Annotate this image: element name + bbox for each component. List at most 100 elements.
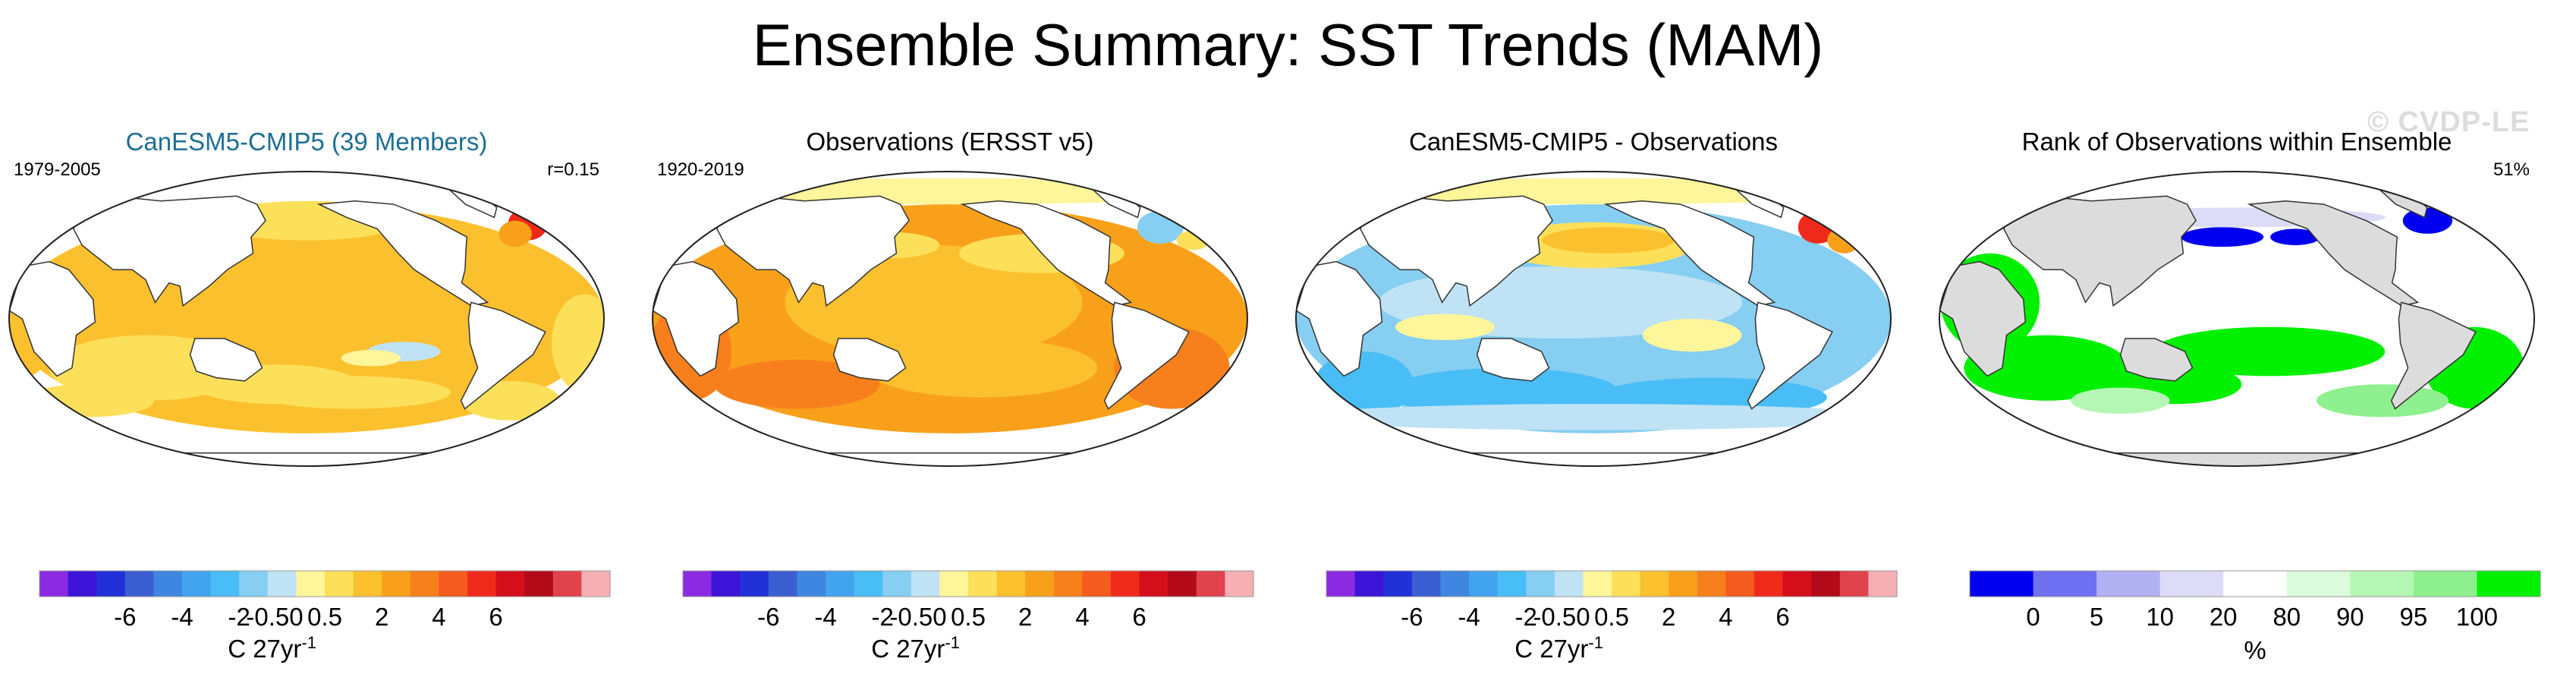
land-antarctica [1404,452,1782,466]
colorbar-swatch [2223,571,2288,597]
colorbar-swatch [68,571,97,597]
colorbar-swatch [325,571,354,597]
colorbar-tick-label: -0.5 [889,603,933,631]
field-patch [1964,335,2130,401]
colorbar-swatch [296,571,326,597]
panel-title: Rank of Observations within Ensemble [2022,128,2452,156]
panel-title: Observations (ERSST v5) [806,128,1093,156]
colorbar-swatch [410,571,439,597]
colorbar-tick-label: 100 [2456,603,2498,631]
colorbar-swatch [1053,571,1083,597]
land-samerica [460,301,546,410]
land-samerica [2390,301,2477,410]
colorbar-swatch [1640,571,1669,597]
colorbar-swatch [124,571,154,597]
colorbar-swatch [1440,571,1470,597]
colorbar-frame [1969,570,2541,597]
colorbar-tick-label: 0 [289,603,303,631]
colorbar-swatch [552,571,582,597]
map-outline [8,171,605,467]
colorbar-swatch [939,571,969,597]
land-namerica [1603,200,1776,307]
field-patch [1296,178,1891,205]
land-australia [189,338,263,382]
colorbar-tick-label: 95 [2400,603,2428,631]
colorbar-tick-label: 4 [432,603,445,631]
panel-3: CanESM5-CMIP5 - Observations -6 -4 -2-0.5 0 0… [1295,128,1898,663]
colorbar-tick-label: -0.5 [246,603,289,631]
colorbar-swatch [382,571,411,597]
colorbar-tick-label: -6 [1401,603,1423,631]
land-africa [9,260,96,377]
colorbar-tick-label: 2 [1018,603,1032,631]
colorbar-swatch [1839,571,1869,597]
colorbar-swatch [2096,571,2161,597]
field-patch [2071,387,2170,414]
colorbar-tick-label: 0 [933,603,946,631]
land-namerica [316,200,489,307]
colorbar-swatch [1669,571,1698,597]
field-patch [653,178,1247,205]
colorbar-swatch [826,571,855,597]
land-asia [1359,195,1554,307]
figure-title: Ensemble Summary: SST Trends (MAM) [752,11,1824,78]
field-patch [551,294,604,392]
colorbar-frame [1326,570,1898,597]
land-asia [72,195,267,307]
colorbar-swatch [1497,571,1527,597]
colorbar-swatch [2413,571,2478,597]
colorbar-swatch [683,571,712,597]
field-patch [1542,227,1675,254]
field-patch [341,349,401,367]
colorbar-tick-label: -2 [1515,603,1537,631]
colorbar-swatch [1326,571,1356,597]
colorbar-tick-label: 6 [1132,603,1146,631]
colorbar-swatch [1025,571,1055,597]
field-patch [1642,319,1742,352]
stat-label: 51% [2493,159,2530,180]
field-patch [2153,326,2386,377]
field-patch [866,338,1098,398]
panel-title: CanESM5-CMIP5 - Observations [1409,128,1778,156]
colorbar-tick-label: 80 [2272,603,2301,631]
colorbar-swatch [1526,571,1555,597]
colorbar-swatch [467,571,497,597]
colorbar-swatch [1354,571,1384,597]
colorbar-swatch [1697,571,1726,597]
colorbar-swatch [1970,571,2034,597]
map-field [9,187,604,466]
colorbar-tick-label: 4 [1075,603,1089,631]
panel-1: CanESM5-CMIP5 (39 Members) 1979-2005 r=0.1… [8,128,611,663]
watermark: © CVDP-LE [2367,106,2530,138]
colorbar-frame [682,570,1254,597]
field-patch [21,384,154,418]
colorbar-swatch [2286,571,2351,597]
period-label: 1979-2005 [14,159,101,180]
panel-2: Observations (ERSST v5) 1920-2019 -6 -4 -2-0… [652,128,1254,663]
colorbar-swatch [1754,571,1784,597]
colorbar-swatch [1139,571,1168,597]
colorbar-swatch [153,571,183,597]
field-patch [252,376,451,409]
land-africa [1939,260,2027,377]
colorbar-tick-label: 2 [1662,603,1675,631]
land-asia [716,195,911,307]
units-superscript: -1 [945,633,960,652]
colorbar-tick-label: -0.5 [1533,603,1576,631]
colorbar-units: C 27yr-1 [228,633,316,663]
colorbar-swatch [1782,571,1812,597]
land-australia [832,338,907,382]
field-patch [2181,227,2264,247]
colorbar-swatch [1811,571,1841,597]
colorbar-tick-label: -6 [757,603,779,631]
land-antarctica [118,452,495,466]
colorbar-tick-label: -2 [228,603,250,631]
colorbar-swatch [1868,571,1898,597]
colorbar-units: % [2244,636,2266,664]
field-patch [1395,314,1495,340]
colorbar-swatch [768,571,797,597]
land-antarctica [2048,452,2426,466]
colorbar-swatch [439,571,468,597]
land-australia [1476,338,1550,382]
colorbar-swatch [1196,571,1225,597]
